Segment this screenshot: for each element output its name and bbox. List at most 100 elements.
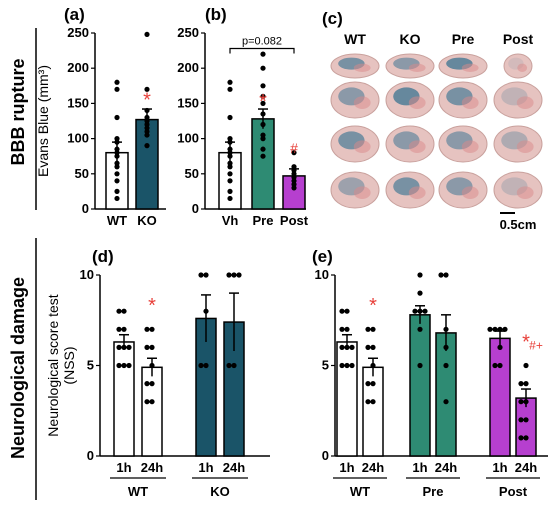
data-point [523,417,529,423]
group-label: Pre [423,484,444,499]
data-point [144,344,150,350]
tissue-shade [408,96,426,109]
data-point [149,381,155,387]
chart-panel-d: (d) 0 5 10 Neurological score test (NSS) 1h 24h… [45,247,270,499]
data-point [497,326,503,332]
x-tick-label: WT [107,213,127,228]
data-point [144,143,150,149]
data-point [149,326,155,332]
data-point [260,136,266,142]
data-point [121,326,127,332]
data-point [518,381,524,387]
y-tick-label: 5 [87,358,94,373]
tissue-shade [353,96,371,109]
x-tick-label: 24h [515,460,537,475]
tissue-shade [408,63,426,72]
data-point [226,362,232,369]
data-point [523,435,529,441]
data-point [227,164,233,170]
x-tick-label: Post [280,213,309,228]
brain-column-pre: Pre [452,31,475,47]
data-point [149,362,155,369]
data-point [344,362,350,369]
brain-column-post: Post [503,31,534,47]
data-point [144,132,150,138]
data-point [144,399,150,405]
tissue-shade [461,96,479,109]
data-point [417,326,423,332]
y-tick-label: 100 [67,131,89,146]
data-point [149,399,155,405]
data-point [203,362,209,369]
data-point [523,362,529,369]
data-point [365,381,371,387]
significance-marker: # [290,140,298,156]
data-point [114,171,120,177]
y-tick-label: 150 [67,95,89,110]
y-tick-label: 10 [315,267,329,282]
data-point [412,308,418,314]
x-tick-label: 1h [492,460,507,475]
brain-slices [330,53,543,209]
chart-panel-b: (b) 0 50 100 150 200 250 Vh Pre Post * # p=0.082 [177,5,308,228]
data-point [114,153,120,159]
y-axis-label: Neurological score test [45,294,61,437]
data-point [443,272,449,278]
data-point [126,362,132,369]
bar [251,118,275,210]
y-tick-label: 5 [322,358,329,373]
panel-label-e: (e) [312,247,333,266]
data-point [126,344,132,350]
data-point [339,344,345,350]
y-tick-label: 0 [192,201,199,216]
scale-bar-label: 0.5cm [500,217,537,232]
data-point [116,362,122,369]
data-point [227,171,233,177]
chart-panel-a: (a) 0 50 100 150 200 250 Evans Blue (mm³) WT KO * [35,5,166,228]
data-point [443,344,449,350]
panel-label-c: (c) [322,9,343,28]
data-point [227,195,233,202]
data-point [114,79,120,85]
tissue-shade [461,63,479,72]
data-point [365,344,371,350]
section-label-bottom: Neurological damage [8,277,28,459]
data-point [260,65,266,71]
group-label: WT [128,484,148,499]
data-point [422,308,428,314]
y-axis-label: Evans Blue (mm³) [35,65,51,177]
panel-label-a: (a) [64,5,85,24]
data-point [114,86,120,92]
data-point [260,111,266,117]
p-value-label: p=0.082 [242,35,282,47]
data-point [260,100,266,106]
data-point [438,272,444,278]
data-point [349,344,355,350]
data-point [227,139,233,145]
data-point [291,185,297,191]
y-tick-label: 100 [177,131,199,146]
data-point [144,381,150,387]
data-point [114,195,120,202]
x-tick-label: 1h [339,460,354,475]
data-point [260,51,266,57]
data-point [121,362,127,369]
y-axis-label-unit: (NSS) [61,346,77,384]
data-point [344,308,350,314]
data-point [339,326,345,332]
y-tick-label: 200 [67,60,89,75]
group-label: WT [350,484,370,499]
data-point [198,362,204,369]
tissue-shade [516,96,534,109]
data-point [227,79,233,85]
data-point [231,272,237,278]
data-point [523,399,529,405]
data-point [370,326,376,332]
significance-marker: * [148,295,156,317]
data-point [443,362,449,369]
data-point [344,344,350,350]
tissue-shade [461,186,479,199]
data-point [227,188,233,194]
data-point [114,178,120,184]
